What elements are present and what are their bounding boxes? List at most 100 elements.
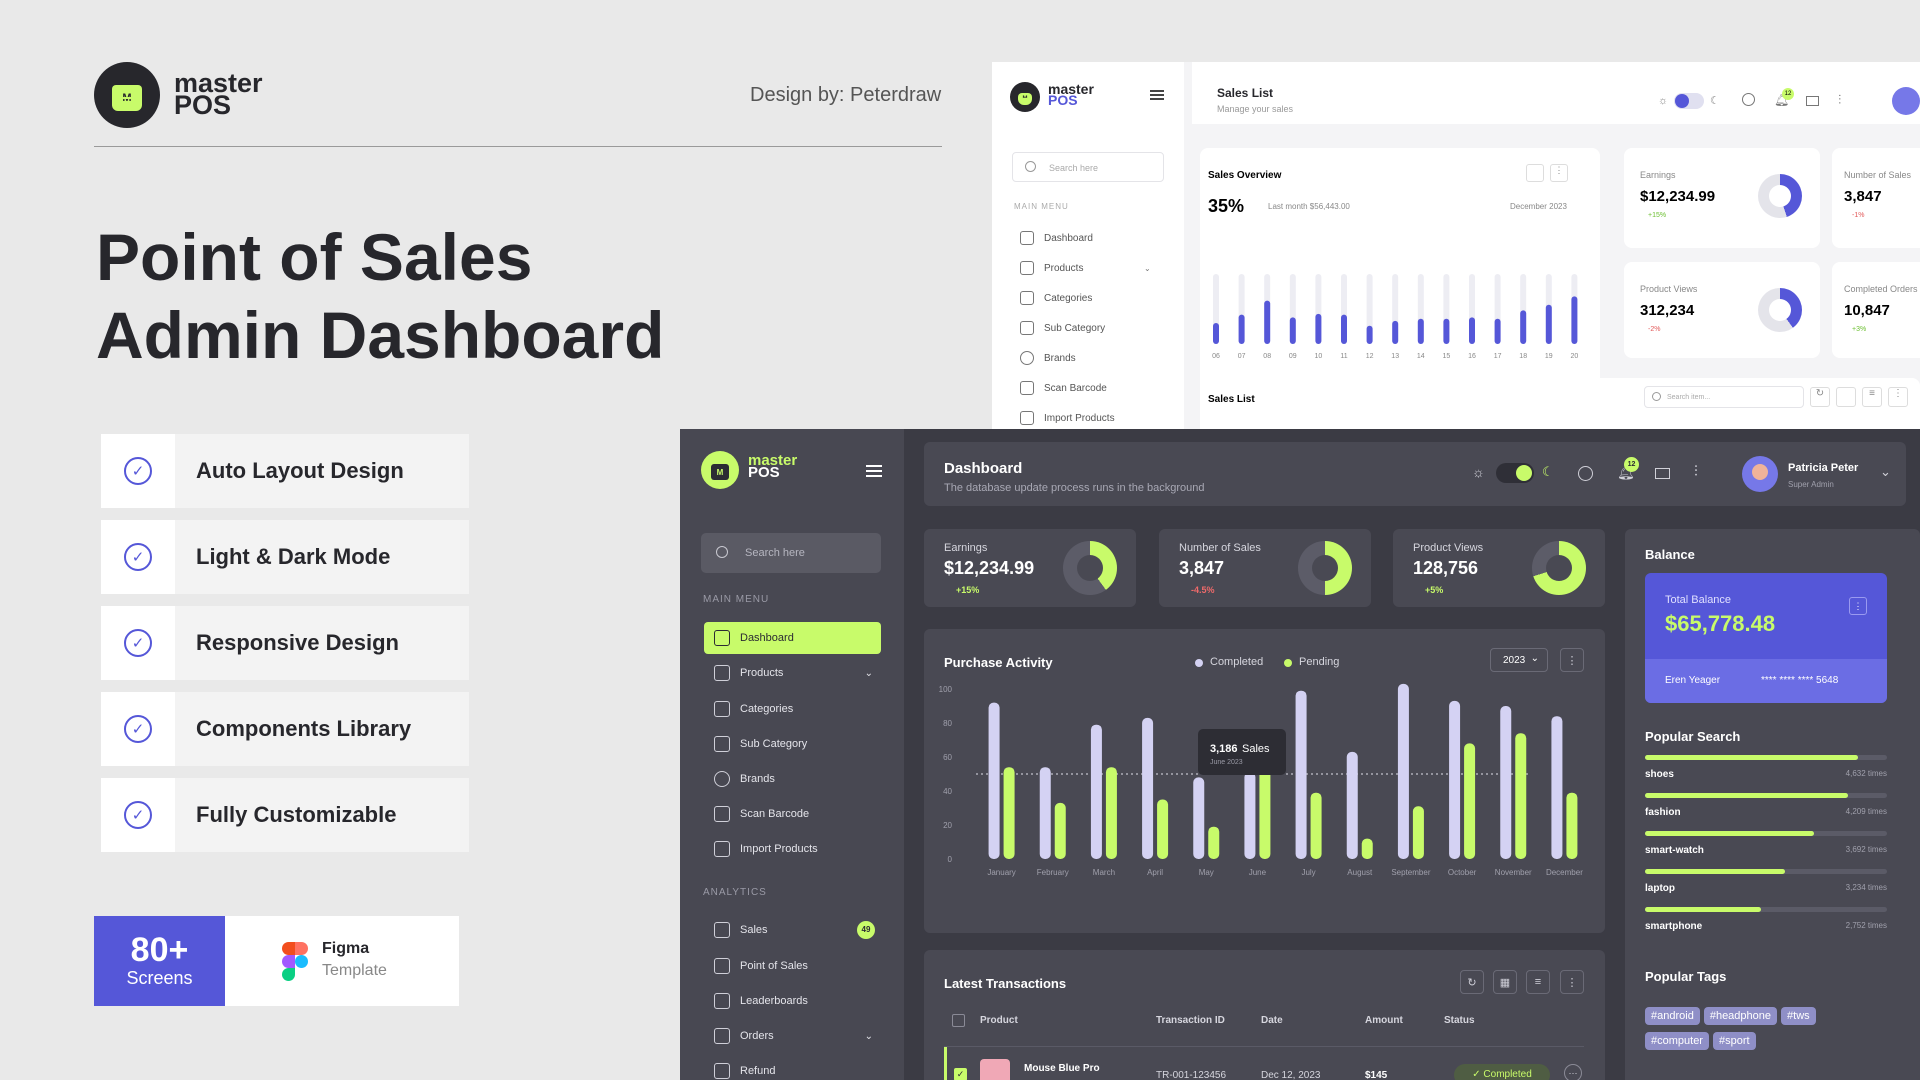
filter-icon[interactable]: ≡: [1862, 387, 1882, 407]
tooltip-value: 3,186: [1210, 743, 1238, 755]
menu-item-products[interactable]: Products ⌄: [1020, 261, 1151, 275]
x-tick-label: November: [1495, 868, 1532, 877]
tag-chip[interactable]: #sport: [1712, 1032, 1756, 1050]
search-icon: [1652, 392, 1661, 401]
sun-icon: ☼: [1472, 464, 1485, 480]
search-input[interactable]: Search here: [701, 533, 881, 573]
mail-icon[interactable]: [1806, 96, 1819, 106]
kpi-card-number-of-sales: Number of Sales 3,847 -4.5%: [1159, 529, 1371, 607]
overview-bar: [1213, 323, 1219, 344]
bar-pending: [1105, 767, 1117, 859]
menu-item-sub-category[interactable]: Sub Category: [1020, 321, 1105, 335]
overview-bar: [1545, 304, 1552, 344]
column-header-date: Date: [1261, 1015, 1283, 1026]
refresh-icon[interactable]: ↻: [1460, 970, 1484, 994]
bar-pending: [1157, 799, 1169, 859]
theme-toggle[interactable]: [1674, 93, 1704, 109]
menu-item-scan-barcode[interactable]: Scan Barcode: [1020, 381, 1107, 395]
file-import-icon: [1020, 411, 1034, 425]
menu-item-import-products[interactable]: Import Products: [704, 833, 881, 865]
tag-chip[interactable]: #android: [1645, 1007, 1700, 1025]
search-bar-track: [1645, 869, 1887, 874]
menu-item-products[interactable]: Products ⌄: [704, 657, 881, 689]
menu-item-dashboard[interactable]: Dashboard: [704, 622, 881, 654]
menu-item-orders[interactable]: Orders ⌄: [704, 1020, 881, 1052]
menu-toggle-icon[interactable]: [866, 465, 882, 477]
table-row[interactable]: ✓ Mouse Blue Pro TR-001-123456 Dec 12, 2…: [944, 1046, 1584, 1080]
kpi-value: $12,234.99: [944, 558, 1035, 578]
calendar-icon[interactable]: [1836, 387, 1856, 407]
menu-item-import-products[interactable]: Import Products: [1020, 411, 1115, 425]
user-role: Super Admin: [1788, 480, 1834, 489]
settings-sliders-icon[interactable]: ⫶: [1838, 92, 1842, 107]
avatar[interactable]: [1892, 87, 1920, 115]
kpi-value: 3,847: [1179, 558, 1225, 578]
tag-chip[interactable]: #computer: [1645, 1032, 1709, 1050]
globe-icon[interactable]: [1578, 466, 1593, 481]
donut-chart: [1298, 541, 1352, 595]
settings-sliders-icon[interactable]: ⫶: [1694, 463, 1698, 480]
select-all-checkbox[interactable]: [952, 1014, 965, 1027]
sun-icon: ☼: [1658, 95, 1669, 107]
calendar-icon[interactable]: [1526, 164, 1544, 182]
tooltip-unit: Sales: [1241, 743, 1270, 755]
check-circle-icon: ✓: [124, 457, 152, 485]
mail-icon[interactable]: [1655, 468, 1670, 479]
overview-day-label: 16: [1468, 353, 1476, 360]
donut-chart: [1758, 288, 1802, 332]
overview-bar: [1366, 325, 1373, 344]
menu-heading: MAIN MENU: [1014, 202, 1069, 211]
bar-pending: [1361, 838, 1373, 859]
home-icon: [1020, 231, 1034, 245]
menu-item-brands[interactable]: Brands: [704, 763, 881, 795]
overview-bar: [1469, 317, 1475, 344]
tag-chip[interactable]: #headphone: [1703, 1007, 1778, 1025]
card-more-icon[interactable]: ⋮: [1849, 597, 1867, 615]
more-icon[interactable]: ⋮: [1550, 164, 1568, 182]
dark-sidebar: M master POS Search here MAIN MENU Dashbo…: [680, 429, 904, 1080]
theme-toggle[interactable]: [1496, 463, 1534, 483]
menu-item-scan-barcode[interactable]: Scan Barcode: [704, 798, 881, 830]
menu-item-sub-category[interactable]: Sub Category: [704, 728, 881, 760]
year-select[interactable]: 2023 ⌄: [1490, 648, 1548, 672]
more-icon[interactable]: ⋮: [1560, 970, 1584, 994]
menu-item-sales[interactable]: Sales 49: [704, 914, 881, 946]
menu-item-refund[interactable]: Refund: [704, 1055, 881, 1080]
more-icon[interactable]: ⋮: [1888, 387, 1908, 407]
balance-title: Balance: [1645, 547, 1695, 562]
dark-dashboard-preview: M master POS Search here MAIN MENU Dashbo…: [680, 429, 1920, 1080]
overview-day-label: 13: [1391, 353, 1399, 360]
search-bar-fill: [1645, 869, 1786, 874]
status-badge: ✓ Completed: [1454, 1064, 1550, 1080]
globe-icon[interactable]: [1742, 93, 1755, 106]
barcode-icon: [714, 806, 730, 822]
column-header-status: Status: [1444, 1015, 1475, 1026]
product-views-card: Product Views 312,234 -2%: [1624, 262, 1820, 358]
row-more-icon[interactable]: ⋯: [1564, 1064, 1582, 1080]
search-input[interactable]: Search here: [1012, 152, 1164, 182]
calendar-icon[interactable]: ▦: [1493, 970, 1517, 994]
menu-item-point-of-sales[interactable]: Point of Sales: [704, 950, 881, 982]
bar-completed: [1244, 772, 1256, 859]
chevron-down-icon[interactable]: ⌄: [1880, 464, 1891, 479]
refresh-icon[interactable]: ↻: [1810, 387, 1830, 407]
overview-bar: [1443, 318, 1450, 344]
overview-month: December 2023: [1510, 202, 1567, 211]
sales-list-card: Sales List Search item... ↻ ≡ ⋮: [1200, 378, 1920, 430]
grid-icon: [1020, 291, 1034, 305]
sales-list-search-input[interactable]: Search item...: [1644, 386, 1804, 408]
column-header-product: Product: [980, 1015, 1018, 1026]
menu-toggle-icon[interactable]: [1150, 90, 1164, 100]
avatar[interactable]: [1742, 456, 1778, 492]
menu-item-categories[interactable]: Categories: [1020, 291, 1092, 305]
notification-badge: 12: [1782, 88, 1794, 100]
menu-item-categories[interactable]: Categories: [704, 693, 881, 725]
transaction-id: TR-001-123456: [1156, 1070, 1227, 1080]
menu-item-leaderboards[interactable]: Leaderboards: [704, 985, 881, 1017]
menu-item-brands[interactable]: Brands: [1020, 351, 1076, 365]
tag-chip[interactable]: #tws: [1781, 1007, 1816, 1025]
more-icon[interactable]: ⋮: [1560, 648, 1584, 672]
menu-item-dashboard[interactable]: Dashboard: [1020, 231, 1093, 245]
row-checkbox[interactable]: ✓: [954, 1068, 967, 1080]
filter-icon[interactable]: ≡: [1526, 970, 1550, 994]
